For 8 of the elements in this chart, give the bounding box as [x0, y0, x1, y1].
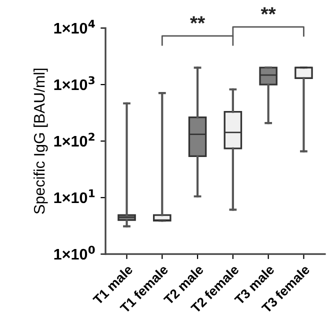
y-tick-label: 1×10$^{4}$ — [54, 20, 95, 34]
y-tick-label: 1×10$^{2}$ — [54, 132, 94, 147]
y-axis-title: Specific IgG [BAU/ml] — [34, 68, 48, 214]
text: ** — [190, 16, 206, 24]
y-tick-label: 1×10$^{3}$ — [54, 76, 94, 90]
y-tick-label: 1×10$^{1}$ — [54, 189, 95, 204]
text: ** — [260, 7, 276, 14]
y-tick-label: 1×10$^{0}$ — [54, 246, 95, 260]
